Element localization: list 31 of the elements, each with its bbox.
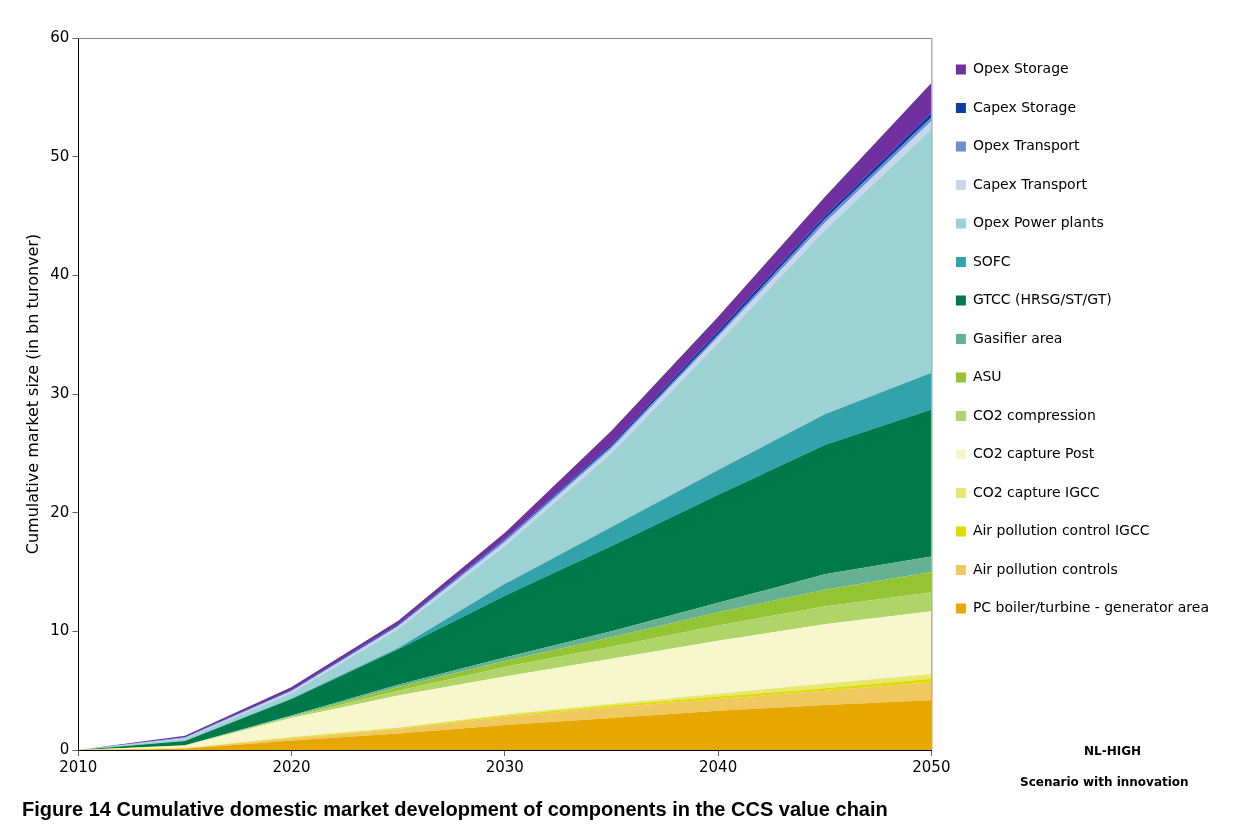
legend-label: Opex Storage (972, 60, 1069, 77)
x-tick-label: 2020 (272, 757, 311, 776)
y-tick-label: 0 (59, 739, 70, 758)
text: Figure 14 Cumulative domestic market development of components in the CCS value chain (22, 798, 888, 821)
legend-label: Gasifier area (972, 329, 1063, 346)
y-axis-title: Cumulative market size (in bn turonver) (22, 233, 42, 555)
text: Scenario with innovation (1020, 775, 1189, 789)
y-tick-label: 10 (50, 621, 70, 640)
legend-label: Air pollution controls (972, 560, 1118, 577)
x-tick-label: 2040 (699, 757, 738, 776)
text: NL-HIGH (1084, 744, 1142, 758)
x-tick-label: 2050 (912, 757, 951, 776)
x-tick-label: 2010 (59, 757, 98, 776)
legend-label: Capex Storage (972, 98, 1076, 115)
y-tick-label: 40 (50, 265, 70, 284)
legend-label: CO2 capture IGCC (972, 483, 1100, 500)
y-tick-label: 50 (50, 146, 70, 165)
x-tick-label: 2030 (485, 757, 524, 776)
legend-label: Capex Transport (972, 175, 1088, 192)
legend-label: CO2 capture Post (972, 445, 1095, 462)
legend-label: CO2 compression (972, 406, 1096, 423)
legend-label: ASU (972, 368, 1002, 385)
legend-label: Air pollution control IGCC (972, 522, 1150, 539)
legend-label: SOFC (972, 252, 1011, 269)
y-tick-label: 20 (50, 502, 70, 521)
y-tick-label: 30 (50, 383, 70, 402)
legend-label: Opex Power plants (972, 214, 1104, 231)
y-tick-label: 60 (50, 27, 70, 46)
legend-label: GTCC (HRSG/ST/GT) (972, 291, 1112, 308)
legend-label: PC boiler/turbine - generator area (972, 599, 1209, 616)
legend-label: Opex Transport (972, 137, 1081, 154)
